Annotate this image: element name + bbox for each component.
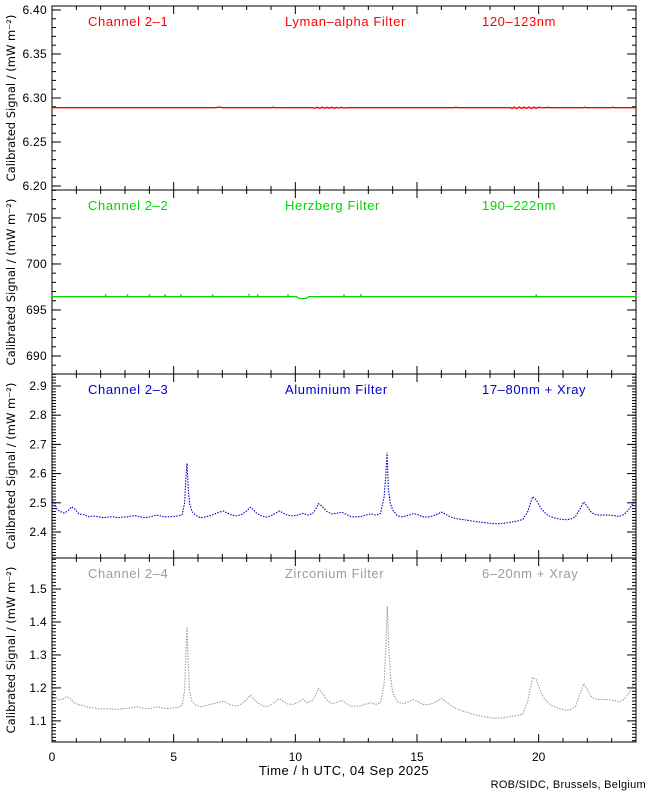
y-tick-label: 2.6	[29, 467, 47, 481]
panel-1-frame	[51, 5, 637, 191]
panel-2-band-label: 190–222nm	[482, 198, 556, 213]
y-axis-label: Calibrated Signal / (mW m⁻²)	[4, 383, 18, 550]
panel-2-scatter-point	[287, 294, 289, 296]
y-tick-label: 2.9	[29, 379, 47, 393]
y-tick-label: 1.1	[29, 714, 47, 728]
y-tick-label: 1.2	[29, 681, 47, 695]
y-tick-label: 700	[26, 257, 47, 271]
panel-2-filter-label: Herzberg Filter	[285, 198, 380, 213]
panel-2-scatter-point	[104, 294, 107, 296]
panel-3-series	[51, 452, 637, 525]
panel-3-filter-label: Aluminium Filter	[285, 382, 388, 397]
y-tick-label: 6.40	[22, 3, 47, 17]
panel-1-band-label: 120–123nm	[482, 14, 556, 29]
panel-2-series	[52, 296, 636, 300]
panel-2-scatter-point	[211, 294, 214, 297]
panel-2-channel-label: Channel 2–2	[88, 198, 168, 213]
y-tick-label: 695	[26, 303, 47, 317]
x-tick-label: 10	[289, 750, 303, 764]
x-tick-label: 15	[410, 750, 424, 764]
panel-4-filter-label: Zirconium Filter	[285, 566, 384, 581]
panel-1-series	[52, 106, 636, 110]
y-tick-label: 1.3	[29, 648, 47, 662]
panel-2-scatter-point	[248, 293, 250, 296]
y-tick-label: 1.5	[29, 582, 47, 596]
x-tick-label: 20	[532, 750, 546, 764]
panel-1-filter-label: Lyman–alpha Filter	[285, 14, 406, 29]
panel-4-band-label: 6–20nm + Xray	[482, 566, 578, 581]
panel-3-frame	[51, 373, 637, 559]
y-tick-label: 6.30	[22, 91, 47, 105]
y-tick-label: 2.8	[29, 408, 47, 422]
panel-2-scatter-point	[180, 294, 182, 296]
credit-text: ROB/SIDC, Brussels, Belgium	[490, 779, 646, 791]
panel-2-scatter-point	[126, 294, 129, 297]
y-axis-label: Calibrated Signal / (mW m⁻²)	[4, 567, 18, 734]
x-axis-label: Time / h UTC, 04 Sep 2025	[258, 763, 430, 778]
x-tick-label: 0	[49, 750, 56, 764]
y-tick-label: 6.20	[22, 179, 47, 193]
y-tick-label: 705	[26, 211, 47, 225]
panel-4-series	[51, 606, 637, 719]
panel-4-channel-label: Channel 2–4	[88, 566, 168, 581]
y-tick-label: 2.7	[29, 437, 47, 451]
y-tick-label: 6.25	[22, 135, 47, 149]
y-tick-label: 2.4	[29, 525, 47, 539]
panel-2-scatter-point	[360, 294, 362, 296]
panel-3-channel-label: Channel 2–3	[88, 382, 168, 397]
panel-2-frame	[51, 189, 637, 375]
panel-2-scatter-point	[535, 294, 538, 297]
y-tick-label: 690	[26, 349, 47, 363]
panel-4-frame	[51, 557, 637, 743]
y-axis-label: Calibrated Signal / (mW m⁻²)	[4, 15, 18, 182]
y-tick-label: 2.5	[29, 496, 47, 510]
panel-2-scatter-point	[148, 294, 151, 296]
panel-3-band-label: 17–80nm + Xray	[482, 382, 586, 397]
panel-2-scatter-point	[343, 294, 345, 297]
panel-2-scatter-point	[164, 294, 166, 297]
x-tick-label: 5	[170, 750, 177, 764]
panel-1-channel-label: Channel 2–1	[88, 14, 168, 29]
y-tick-label: 1.4	[29, 615, 47, 629]
y-axis-label: Calibrated Signal / (mW m⁻²)	[4, 199, 18, 366]
y-tick-label: 6.35	[22, 47, 47, 61]
panel-2-scatter-point	[256, 294, 259, 297]
